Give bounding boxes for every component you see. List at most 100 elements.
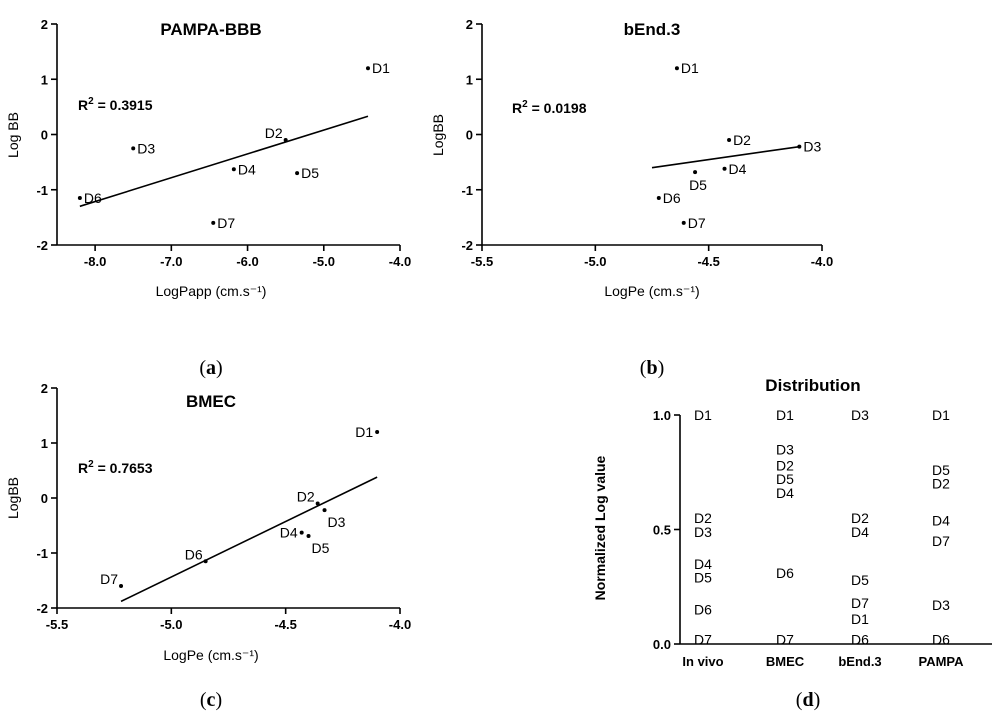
point-label: D3 <box>137 140 155 156</box>
regression-line <box>79 115 369 208</box>
x-tick-label: -5.0 <box>313 254 335 269</box>
distribution-label: D1 <box>694 407 712 423</box>
distribution-label: D1 <box>932 407 950 423</box>
y-tick-label: -2 <box>461 238 473 253</box>
distribution-label: D4 <box>932 512 950 528</box>
x-tick-label: -4.0 <box>389 254 411 269</box>
caption-b: b(b) <box>640 357 664 379</box>
distribution-label: D5 <box>776 471 794 487</box>
y-tick-label: -2 <box>36 238 48 253</box>
distribution-label: D3 <box>851 407 869 423</box>
distribution-label: D4 <box>776 485 794 501</box>
x-tick-label: -4.5 <box>274 617 296 632</box>
point-label: D7 <box>688 215 706 231</box>
panel-c-r2: R2 = 0.7653 <box>78 459 153 476</box>
data-point <box>131 146 136 151</box>
category-label: In vivo <box>682 654 723 669</box>
x-tick-label: -5.0 <box>584 254 606 269</box>
data-point <box>722 166 727 171</box>
y-tick-label: 2 <box>41 17 48 32</box>
panel-d-ylabel: Normalized Log value <box>592 455 608 600</box>
distribution-label: D2 <box>694 510 712 526</box>
y-tick-label: -1 <box>461 183 473 198</box>
panel-b-r2: R2 = 0.0198 <box>512 99 587 116</box>
distribution-label: D4 <box>694 556 712 572</box>
distribution-label: D3 <box>932 597 950 613</box>
distribution-label: D1 <box>851 611 869 627</box>
y-tick-label: -2 <box>36 601 48 616</box>
point-label: D5 <box>689 177 707 193</box>
data-point <box>283 138 288 143</box>
data-point <box>674 66 679 71</box>
regression-line <box>120 476 378 603</box>
category-label: PAMPA <box>918 654 964 669</box>
x-tick-label: -5.0 <box>160 617 182 632</box>
data-point <box>375 430 380 434</box>
distribution-label: D6 <box>932 631 950 647</box>
panel-c-ylabel: LogBB <box>5 477 21 519</box>
y-tick-label: 0 <box>41 128 48 143</box>
point-label: D4 <box>729 161 747 177</box>
category-label: BMEC <box>766 654 805 669</box>
x-tick-label: -4.5 <box>697 254 719 269</box>
data-point <box>727 138 732 143</box>
x-tick-label: -6.0 <box>236 254 258 269</box>
y-tick-label: -1 <box>36 183 48 198</box>
panel-d-distribution: Distribution Normalized Log value 0.0 0.5… <box>592 376 992 669</box>
y-tick-label: 2 <box>41 381 48 396</box>
x-tick-label: -7.0 <box>160 254 182 269</box>
point-label: D6 <box>84 190 102 206</box>
y-tick-label: 0 <box>41 491 48 506</box>
distribution-label: D7 <box>932 533 950 549</box>
data-point <box>211 220 216 225</box>
data-point <box>203 559 208 564</box>
x-tick-label: -4.0 <box>389 617 411 632</box>
panel-b-xlabel: LogPe (cm.s⁻¹) <box>604 283 699 299</box>
panel-d-title: Distribution <box>765 376 860 395</box>
panel-b-ylabel: LogBB <box>430 114 446 156</box>
x-tick-label: -5.5 <box>46 617 68 632</box>
y-tick-label: 2 <box>466 17 473 32</box>
panel-a-r2: R2 = 0.3915 <box>78 96 153 113</box>
y-tick-label: 1 <box>41 72 48 87</box>
point-label: D4 <box>280 525 298 541</box>
x-tick-label: -8.0 <box>84 254 106 269</box>
data-point <box>231 167 236 172</box>
panel-a-pampa-bbb: PAMPA-BBB LogPapp (cm.s⁻¹) Log BB R2 = 0… <box>5 17 411 299</box>
caption-a: a(a) <box>199 357 222 379</box>
panel-a-ylabel: Log BB <box>5 112 21 158</box>
y-tick-label: 1 <box>466 72 473 87</box>
y-tick-label: 1.0 <box>653 408 671 423</box>
data-point <box>119 584 124 588</box>
data-point <box>797 144 802 149</box>
distribution-label: D3 <box>776 441 794 457</box>
panel-a-xlabel: LogPapp (cm.s⁻¹) <box>156 283 267 299</box>
distribution-label: D5 <box>694 570 712 586</box>
distribution-label: D2 <box>776 457 794 473</box>
panel-b-bend3: bEnd.3 LogPe (cm.s⁻¹) LogBB R2 = 0.0198 … <box>430 17 833 299</box>
panel-a-r2-value: 0.3915 <box>110 97 153 113</box>
caption-d: d(d) <box>796 689 820 711</box>
y-tick-label: 1 <box>41 436 48 451</box>
caption-c: c(c) <box>200 689 222 711</box>
point-label: D7 <box>100 571 118 587</box>
distribution-label: D5 <box>851 572 869 588</box>
distribution-label: D6 <box>851 631 869 647</box>
distribution-label: D2 <box>851 510 869 526</box>
point-label: D1 <box>681 60 699 76</box>
distribution-label: D1 <box>776 407 794 423</box>
x-tick-label: -4.0 <box>811 254 833 269</box>
distribution-label: D7 <box>694 631 712 647</box>
distribution-label: D6 <box>776 565 794 581</box>
panel-c-xlabel: LogPe (cm.s⁻¹) <box>163 647 258 663</box>
panel-c-title: BMEC <box>186 392 236 411</box>
data-point <box>365 66 370 71</box>
y-tick-label: 0 <box>466 128 473 143</box>
distribution-label: D7 <box>851 595 869 611</box>
data-point <box>681 220 686 225</box>
regression-line <box>651 145 800 169</box>
y-tick-label: 0.0 <box>653 637 671 652</box>
point-label: D5 <box>312 540 330 556</box>
distribution-label: D3 <box>694 524 712 540</box>
data-point <box>656 196 661 201</box>
